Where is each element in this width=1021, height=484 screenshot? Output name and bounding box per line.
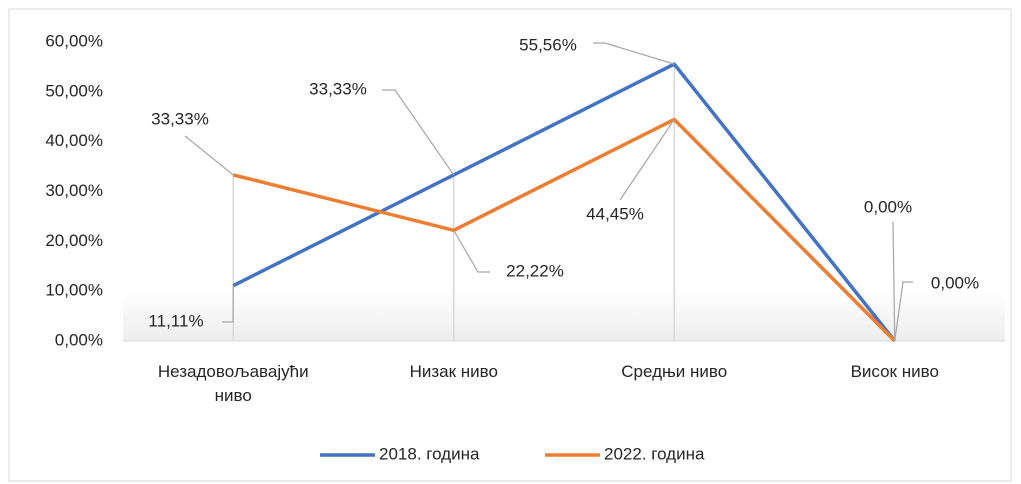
- y-tick-label: 30,00%: [45, 181, 103, 200]
- series-line: [232, 117, 896, 343]
- leader-line: [184, 135, 234, 176]
- data-label: 44,45%: [586, 204, 644, 223]
- data-label: 0,00%: [864, 197, 912, 216]
- x-tick-label: Средњи ниво: [621, 362, 728, 381]
- y-tick-label: 50,00%: [45, 81, 103, 100]
- x-tick-label: Незадовољавајући ниво: [157, 362, 309, 405]
- y-tick-label: 0,00%: [55, 330, 103, 349]
- chart-border: [8, 8, 1012, 482]
- y-tick-label: 20,00%: [45, 231, 103, 250]
- leader-line: [892, 221, 896, 342]
- x-tick-label: Висок ниво: [850, 362, 939, 381]
- series-line: [232, 62, 897, 343]
- data-label: 0,00%: [931, 273, 979, 292]
- leader-line: [222, 285, 234, 323]
- leader-line: [894, 281, 913, 342]
- leader-line: [619, 119, 675, 201]
- x-tick-label: Низак ниво: [409, 362, 498, 381]
- data-label: 11,11%: [148, 311, 203, 330]
- legend-label: 2018. година: [379, 444, 480, 463]
- data-label: 33,33%: [309, 79, 367, 98]
- y-tick-label: 10,00%: [45, 281, 103, 300]
- y-tick-label: 60,00%: [45, 31, 103, 50]
- leader-line: [382, 89, 455, 176]
- leader-line: [453, 229, 490, 273]
- data-label: 33,33%: [151, 109, 209, 128]
- plot-shade: [123, 290, 1005, 341]
- y-tick-label: 40,00%: [45, 131, 103, 150]
- leader-line: [593, 42, 675, 65]
- data-label: 22,22%: [506, 261, 564, 280]
- legend-label: 2022. година: [604, 444, 705, 463]
- data-label: 55,56%: [519, 35, 577, 54]
